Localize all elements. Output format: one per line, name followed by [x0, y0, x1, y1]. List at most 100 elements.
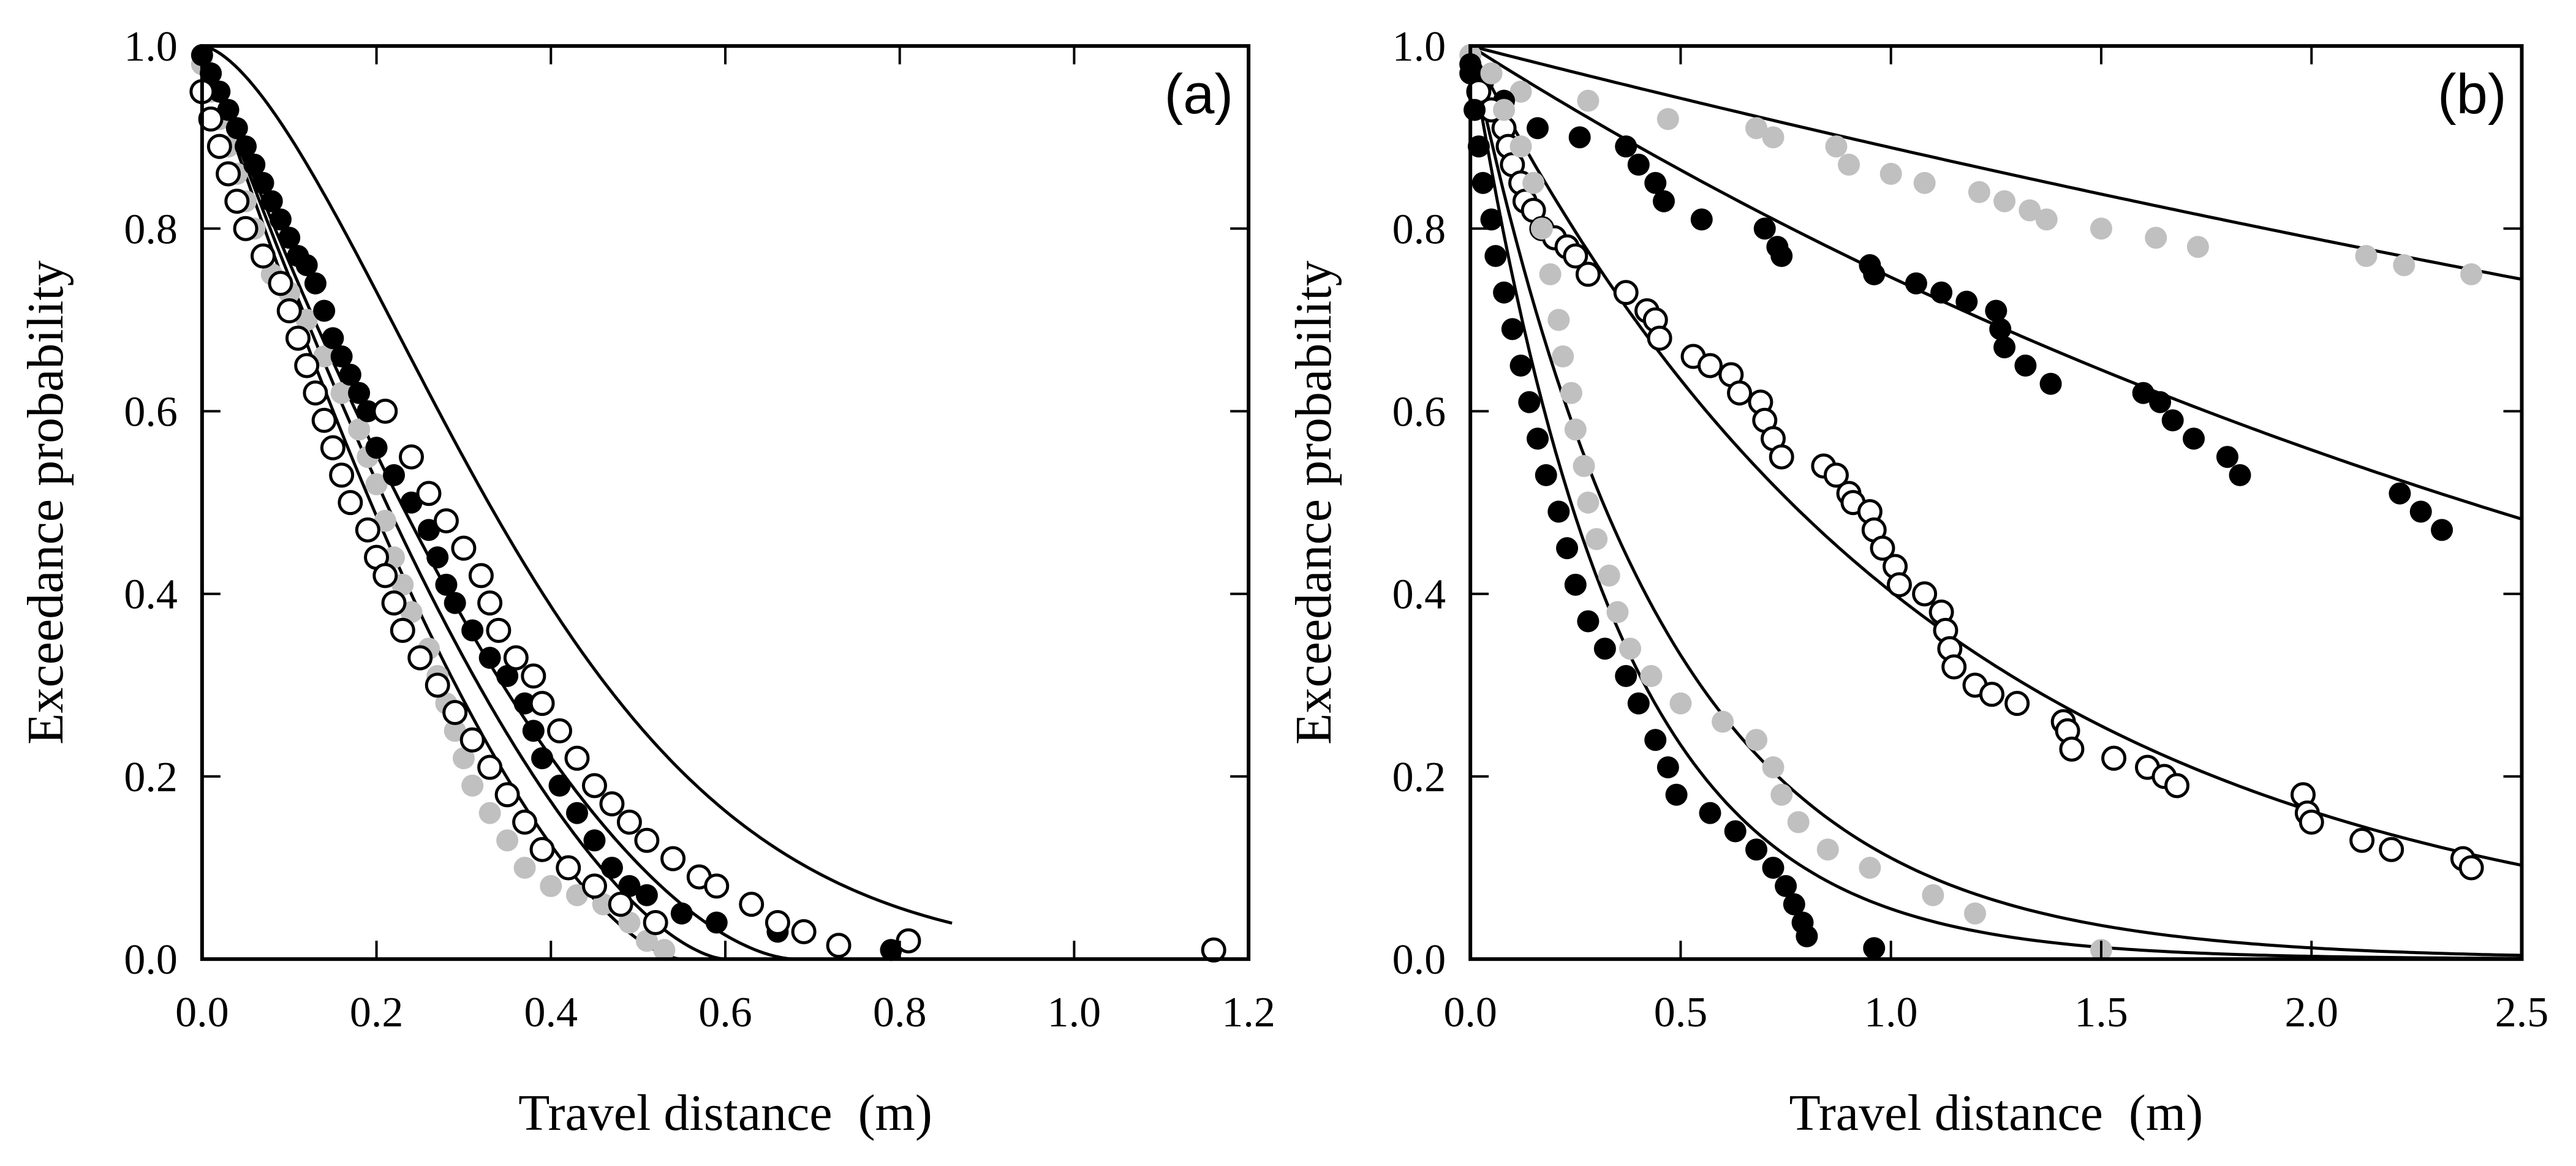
data-point: [225, 117, 248, 140]
data-point: [522, 720, 545, 742]
data-point: [2393, 254, 2415, 276]
data-point: [224, 189, 250, 214]
data-point: [2389, 482, 2411, 505]
data-point: [251, 243, 276, 269]
data-point: [529, 691, 555, 717]
data-point: [1564, 573, 1587, 596]
data-point: [1627, 153, 1650, 176]
data-point: [477, 754, 503, 780]
data-point: [600, 857, 623, 879]
data-point: [1825, 135, 1848, 158]
data-point: [461, 774, 484, 797]
series-open-circle: [189, 79, 1226, 963]
data-point: [1539, 263, 1562, 285]
data-point: [513, 857, 536, 879]
panel-a-y-axis-title: Exceedance probability: [17, 260, 74, 745]
x-tick-label: 2.0: [2284, 989, 2338, 1036]
data-point: [1816, 838, 1839, 861]
data-point: [330, 345, 353, 368]
data-point: [635, 884, 658, 906]
data-point: [1493, 281, 1516, 304]
data-point: [581, 773, 607, 799]
data-point: [2004, 691, 2030, 717]
data-point: [486, 617, 512, 643]
data-point: [583, 829, 606, 852]
y-tick-label: 0.8: [1392, 206, 1446, 253]
data-point: [1993, 190, 2016, 213]
x-tick-label: 0.0: [1443, 989, 1497, 1036]
data-point: [276, 298, 302, 323]
data-point: [1745, 117, 1768, 140]
data-point: [1606, 601, 1629, 623]
data-point: [1577, 89, 1600, 112]
data-point: [1652, 190, 1675, 213]
data-point: [2431, 519, 2453, 541]
data-point: [618, 875, 641, 897]
data-point: [531, 747, 554, 770]
data-point: [1665, 783, 1688, 806]
data-point: [791, 919, 817, 944]
data-point: [348, 418, 371, 441]
data-point: [468, 563, 494, 589]
data-point: [1886, 572, 1912, 598]
data-point: [1993, 336, 2016, 359]
panel-b-x-axis-title: Travel distance (m): [1789, 1085, 2203, 1142]
data-point: [355, 517, 380, 543]
data-point: [416, 481, 442, 506]
data-point: [1522, 171, 1545, 194]
y-tick-label: 0.6: [1392, 389, 1446, 436]
data-point: [1615, 664, 1637, 687]
data-point: [1753, 217, 1776, 240]
data-point: [1501, 318, 1524, 340]
data-point: [1796, 925, 1818, 947]
data-point: [2379, 837, 2404, 862]
data-point: [1863, 937, 1886, 960]
data-point: [826, 933, 852, 958]
data-point: [896, 928, 921, 953]
data-point: [435, 573, 458, 596]
data-point: [1535, 464, 1557, 486]
data-point: [451, 535, 477, 561]
data-point: [1727, 380, 1753, 406]
data-point: [1560, 382, 1582, 404]
data-point: [2149, 391, 2172, 413]
data-point: [330, 382, 353, 404]
data-point: [338, 490, 363, 516]
panel-a-x-axis-title: Travel distance (m): [518, 1085, 932, 1142]
data-point: [704, 873, 730, 899]
x-tick-label: 0.6: [698, 989, 752, 1036]
data-point: [2059, 736, 2085, 762]
data-point: [556, 855, 581, 881]
data-point: [1724, 820, 1747, 843]
data-point: [1669, 692, 1692, 715]
data-point: [1762, 857, 1785, 879]
x-tick-label: 0.2: [350, 989, 404, 1036]
data-point: [1745, 838, 1768, 861]
data-point: [365, 473, 388, 495]
data-point: [1627, 692, 1650, 715]
data-point: [1863, 263, 1886, 285]
x-tick-label: 1.0: [1864, 989, 1918, 1036]
panel-a: 0.0 0.2 0.4 0.6 0.8 1.0 1.20.00.20.40.60.81.0 …: [17, 23, 1275, 1142]
data-point: [1564, 418, 1587, 441]
data-point: [233, 216, 259, 241]
data-point: [540, 875, 562, 897]
data-point: [1552, 345, 1574, 368]
series-open-circle: [1466, 79, 2484, 881]
data-point: [1563, 243, 1588, 269]
fit-lower-black: [1468, 45, 2522, 960]
data-point: [2090, 217, 2112, 240]
data-point: [2298, 809, 2324, 835]
data-point: [1870, 535, 1895, 561]
y-tick-label: 1.0: [124, 23, 178, 70]
data-point: [2101, 745, 2127, 771]
series-black-filled-upper: [1459, 62, 2453, 541]
data-point: [294, 353, 320, 378]
data-point: [269, 208, 292, 231]
data-point: [1547, 500, 1570, 523]
data-point: [1712, 710, 1734, 733]
data-point: [547, 718, 573, 743]
panel-b-fit-curves: [1468, 44, 2523, 960]
data-point: [1493, 99, 1516, 121]
x-tick-label: 1.5: [2074, 989, 2128, 1036]
